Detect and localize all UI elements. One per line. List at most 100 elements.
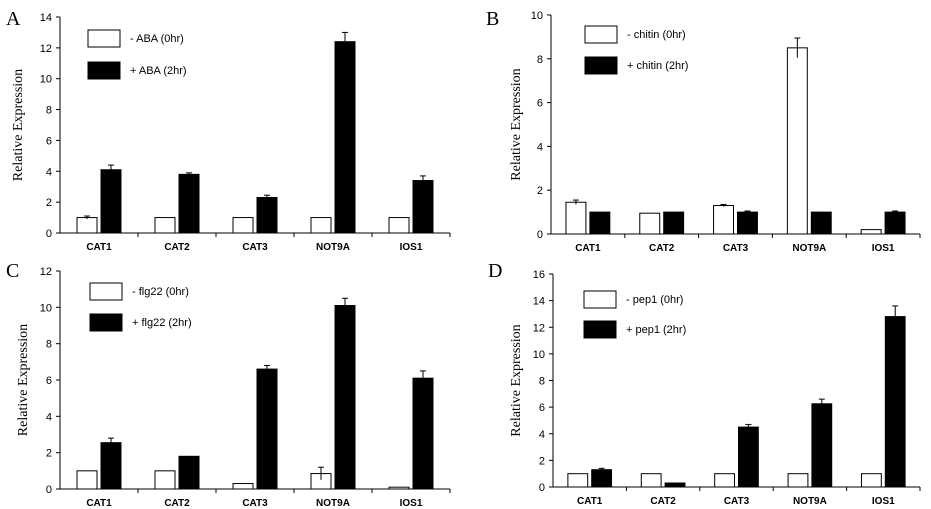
panel-c-bar-control-ios1 [388,486,410,490]
panel-a-legend-label-treated: + ABA (2hr) [130,65,187,77]
panel-c-bar-treated-ios1 [412,377,434,490]
panel-b-bar-control-cat1 [565,201,587,235]
panel-d-bar-control-cat3 [714,473,736,488]
panel-b-legend-label-control: - chitin (0hr) [627,29,686,41]
panel-c-y-tick-label: 8 [46,339,52,351]
panel-c-y-tick-label: 10 [40,302,52,314]
panel-d-category-label: CAT2 [650,496,676,507]
panel-b-letter: B [486,8,499,30]
panel-d-legend-swatch-treated [583,320,617,339]
panel-a-legend-swatch-control [87,29,121,48]
panel-c-category-label: IOS1 [400,498,423,509]
panel-b-bar-control-cat2 [639,212,661,235]
panel-a-bar-treated-cat2 [178,173,200,234]
panel-c-bar-control-cat3 [232,483,254,490]
panel-b-y-tick-label: 4 [537,141,543,153]
panel-b-bar-treated-ios1 [884,211,906,235]
panel-b-y-tick-label: 2 [537,185,543,197]
panel-b-bar-control-cat3 [713,205,734,235]
panel-b-category-label: CAT2 [649,243,675,254]
panel-d-y-tick-label: 6 [539,402,545,414]
panel-a-category-label: CAT3 [242,242,268,253]
panel-a-bar-treated-ios1 [412,180,434,234]
panel-b-bar-treated-not9a [810,211,832,235]
panel-c-category-label: CAT2 [164,498,190,509]
panel-b-y-tick-label: 6 [537,98,543,110]
panel-a-category-label: CAT2 [164,242,190,253]
panel-c-y-axis-label: Relative Expression [16,324,31,436]
panel-a-category-label: NOT9A [316,242,350,253]
panel-b-category-label: IOS1 [872,243,895,254]
panel-c-bar-treated-cat2 [178,455,200,490]
panel-b-bar-treated-cat1 [589,211,611,235]
panel-a-category-label: CAT1 [86,242,112,253]
panel-a-y-tick-label: 6 [46,135,52,147]
panel-a-bar-control-ios1 [388,217,410,234]
panel-a-bar-control-cat2 [154,217,176,234]
panel-c-bar-control-cat1 [76,470,98,490]
panel-d-y-axis-label: Relative Expression [509,324,524,436]
panel-d-y-tick-label: 4 [539,429,545,441]
panel-c-bar-control-cat2 [154,470,176,490]
panel-d-y-tick-label: 12 [533,322,545,334]
panel-d-category-label: IOS1 [872,496,895,507]
panel-a-bar-control-cat1 [76,217,98,234]
panel-b-bar-control-not9a [786,47,808,235]
panel-b-bar-treated-cat2 [663,211,685,235]
panel-d-bar-control-cat2 [640,473,662,488]
panel-d-bar-treated-cat2 [664,482,686,488]
panel-c-bar-treated-cat3 [256,368,278,490]
panel-d-y-tick-label: 16 [533,269,545,281]
panel-d-bar-treated-ios1 [884,316,906,488]
panel-d-bar-treated-cat1 [591,469,613,488]
panel-d-category-label: CAT1 [577,496,603,507]
panel-d-legend-swatch-control [583,290,617,309]
panel-a-y-tick-label: 2 [46,197,52,209]
panel-a-bar-treated-cat1 [100,169,122,234]
panel-c-y-tick-label: 2 [46,448,52,460]
panel-c-bar-treated-cat1 [100,442,122,490]
panel-b-legend-swatch-treated [584,56,618,75]
panel-b-y-tick-label: 0 [537,229,543,241]
panel-c-legend-swatch-treated [89,313,123,332]
panel-c-y-tick-label: 6 [46,375,52,387]
panel-c-category-label: CAT3 [242,498,268,509]
panel-a-bar-control-cat3 [232,217,254,234]
panel-a-y-tick-label: 0 [46,228,52,240]
panel-d-y-tick-label: 10 [533,349,545,361]
panel-a-bar-treated-cat3 [256,197,278,234]
panel-b-category-label: NOT9A [792,243,826,254]
panel-c-y-tick-label: 12 [40,266,52,278]
panel-c-legend-swatch-control [89,282,123,301]
panel-d-letter: D [488,260,502,282]
panel-c-legend-label-treated: + flg22 (2hr) [132,317,192,329]
panel-d-category-label: CAT3 [724,496,750,507]
panel-c-bar-treated-not9a [334,305,356,490]
panel-d-bar-control-cat1 [567,473,589,488]
panel-c-letter: C [6,260,19,282]
panel-c-y-tick-label: 4 [46,411,52,423]
panel-a-category-label: IOS1 [400,242,423,253]
panel-a-y-tick-label: 14 [40,12,52,24]
panel-c-category-label: NOT9A [316,498,350,509]
panel-a-bar-treated-not9a [334,41,356,234]
panel-b-category-label: CAT1 [575,243,601,254]
panel-a-y-tick-label: 8 [46,105,52,117]
panel-a-bar-control-not9a [310,217,332,234]
panel-b-y-tick-label: 10 [531,10,543,22]
panel-b-y-tick-label: 8 [537,54,543,66]
panel-d-legend-label-control: - pep1 (0hr) [626,294,683,306]
panel-d-y-tick-label: 8 [539,376,545,388]
panel-d-y-tick-label: 0 [539,482,545,494]
panel-b-category-label: CAT3 [723,243,749,254]
panel-b-bar-treated-cat3 [737,211,758,235]
panel-b-legend-swatch-control [584,25,618,44]
panel-d-bar-control-not9a [787,473,809,488]
panel-b-bar-control-ios1 [860,229,882,235]
panel-a-legend-swatch-treated [87,61,121,80]
panel-a-legend-label-control: - ABA (0hr) [130,33,184,45]
panel-a-y-axis-label: Relative Expression [11,69,26,181]
panel-c-legend-label-control: - flg22 (0hr) [132,286,189,298]
panel-d-category-label: NOT9A [793,496,827,507]
